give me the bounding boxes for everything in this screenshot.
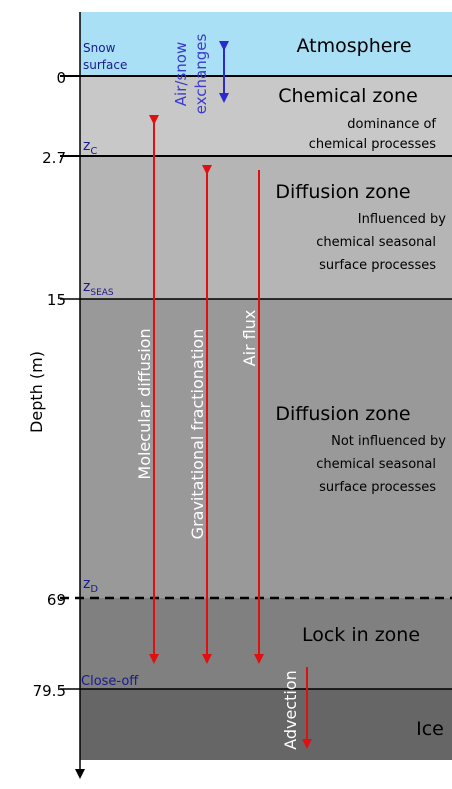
diffusion-seasonal-title: Diffusion zone [275,181,410,203]
snow-surface-label-1: Snow [83,41,116,55]
air-flux-label: Air flux [240,310,259,367]
gravitational-fractionation-label: Gravitational fractionation [188,329,207,540]
diffusion-seasonal-band [80,156,452,299]
exchange-label-2: exchanges [192,34,210,115]
ice-band [80,689,452,760]
chemical-zone-desc-2: chemical processes [309,137,436,152]
close-off-label: Close-off [81,674,139,689]
diffusion-seasonal-desc-1: Influenced by [358,212,447,227]
chemical-zone-band [80,76,452,156]
diffusion-deep-title: Diffusion zone [275,403,410,425]
diffusion-deep-desc-3: surface processes [319,480,436,495]
z-seas-label: zSEAS [83,279,114,298]
tick-0: 0 [56,69,66,87]
z-c-label: zC [83,138,97,157]
lock-in-title: Lock in zone [302,624,420,646]
diffusion-seasonal-desc-2: chemical seasonal [316,235,436,250]
diffusion-deep-band [80,299,452,598]
snow-surface-label-2: surface [83,58,127,72]
molecular-diffusion-label: Molecular diffusion [135,328,154,479]
tick-69: 69 [47,591,66,609]
tick-2.7: 2.7 [42,149,66,167]
diffusion-deep-desc-2: chemical seasonal [316,457,436,472]
atmosphere-band [80,12,452,76]
diffusion-seasonal-desc-3: surface processes [319,258,436,273]
tick-79.5: 79.5 [33,682,66,700]
exchange-label-1: Air/snow [172,42,190,106]
axis-label: Depth (m) [27,351,46,433]
z-d-label: zD [83,576,98,595]
diffusion-deep-desc-1: Not influenced by [331,434,446,449]
advection-label: Advection [281,670,300,750]
lock-in-band [80,598,452,689]
chemical-zone-title: Chemical zone [278,85,418,107]
atmosphere-title: Atmosphere [296,35,411,57]
ice-title: Ice [416,718,444,740]
chemical-zone-desc-1: dominance of [347,117,436,132]
tick-15: 15 [47,291,66,309]
